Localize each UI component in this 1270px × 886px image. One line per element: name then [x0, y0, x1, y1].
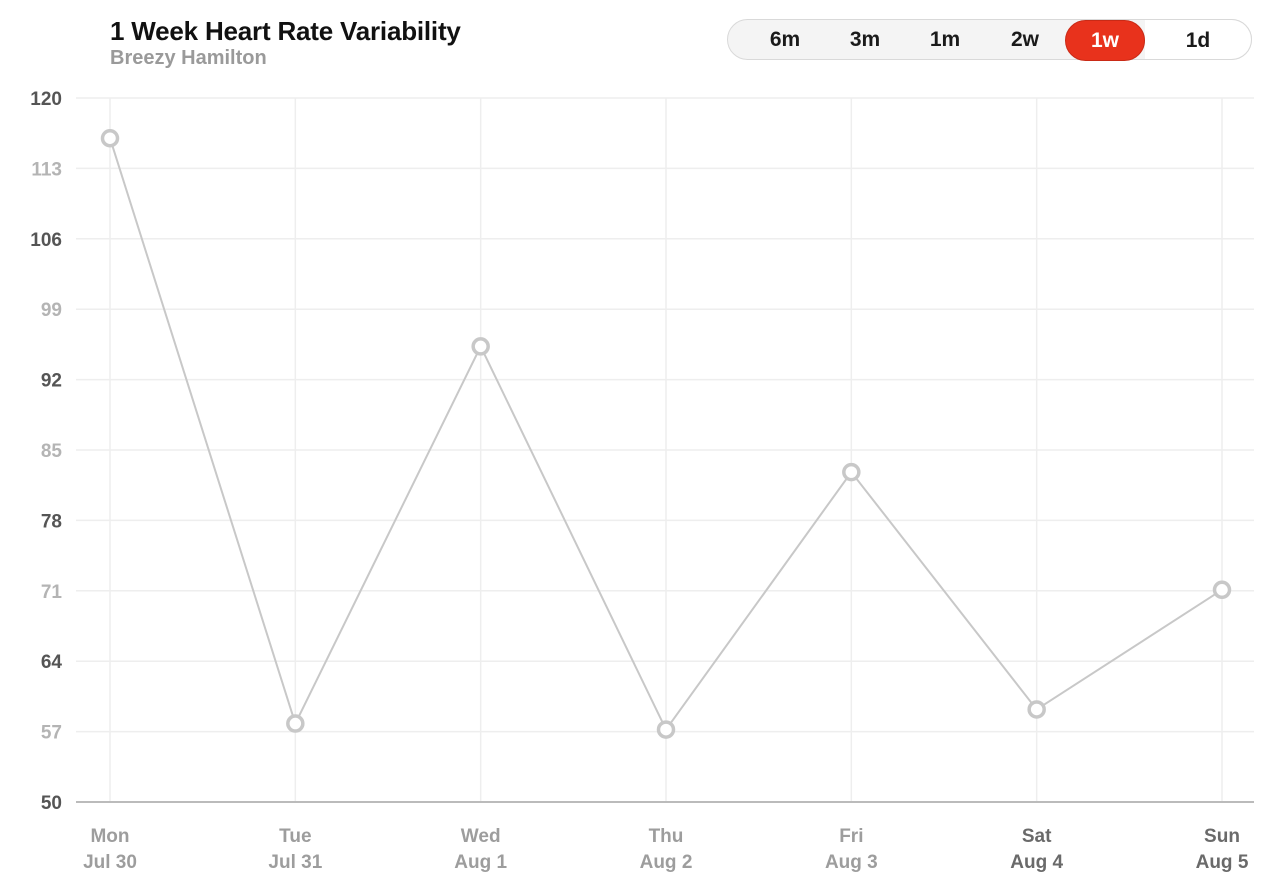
x-tick-date-label: Aug 5 — [1196, 852, 1249, 873]
x-tick-date-label: Aug 1 — [454, 852, 507, 873]
y-tick-label: 92 — [41, 371, 62, 392]
data-point-thu — [656, 720, 676, 739]
range-option-1d[interactable]: 1d — [1145, 19, 1252, 60]
x-tick-day-label: Fri — [839, 826, 863, 847]
data-point-sun — [1212, 580, 1232, 600]
grid-lines — [76, 97, 1254, 802]
data-point-tue — [286, 714, 305, 733]
chart-subtitle: Breezy Hamilton — [110, 47, 267, 69]
data-point-fri — [842, 462, 861, 482]
x-tick-date-label: Jul 31 — [268, 852, 322, 873]
x-tick-date-label: Aug 3 — [825, 852, 878, 873]
data-point-sat — [1027, 700, 1046, 719]
x-tick-day-label: Mon — [90, 826, 129, 847]
x-tick-date-label: Aug 4 — [1010, 852, 1063, 873]
x-tick-day-label: Sat — [1022, 826, 1052, 847]
y-tick-label: 64 — [41, 652, 63, 673]
y-tick-label: 85 — [41, 441, 63, 462]
y-tick-label: 106 — [30, 230, 62, 251]
y-tick-label: 57 — [41, 723, 62, 744]
y-tick-label: 120 — [30, 89, 62, 110]
y-tick-label: 50 — [41, 793, 62, 814]
range-option-3m[interactable]: 3m — [849, 28, 881, 51]
chart-header: 1 Week Heart Rate Variability Breezy Ham… — [110, 16, 461, 70]
y-tick-label: 78 — [41, 511, 62, 532]
x-tick-date-label: Aug 2 — [640, 852, 693, 873]
chart-title: 1 Week Heart Rate Variability — [110, 16, 461, 46]
y-tick-label: 113 — [31, 159, 62, 180]
range-option-1w[interactable]: 1w — [1065, 20, 1145, 61]
data-point-mon — [100, 128, 120, 148]
x-tick-day-label: Sun — [1204, 826, 1240, 847]
range-option-6m[interactable]: 6m — [769, 28, 801, 51]
x-tick-day-label: Tue — [279, 826, 311, 847]
data-point-wed — [471, 337, 490, 356]
time-range-selector: 6m 3m 1m 2w 1w 1d — [727, 19, 1252, 61]
range-option-1m[interactable]: 1m — [929, 28, 961, 51]
range-option-2w[interactable]: 2w — [1010, 28, 1039, 51]
y-tick-label: 71 — [41, 582, 63, 603]
x-tick-day-label: Thu — [649, 826, 684, 847]
x-tick-day-label: Wed — [461, 826, 501, 847]
y-tick-label: 99 — [41, 300, 62, 321]
x-tick-date-label: Jul 30 — [83, 852, 137, 873]
